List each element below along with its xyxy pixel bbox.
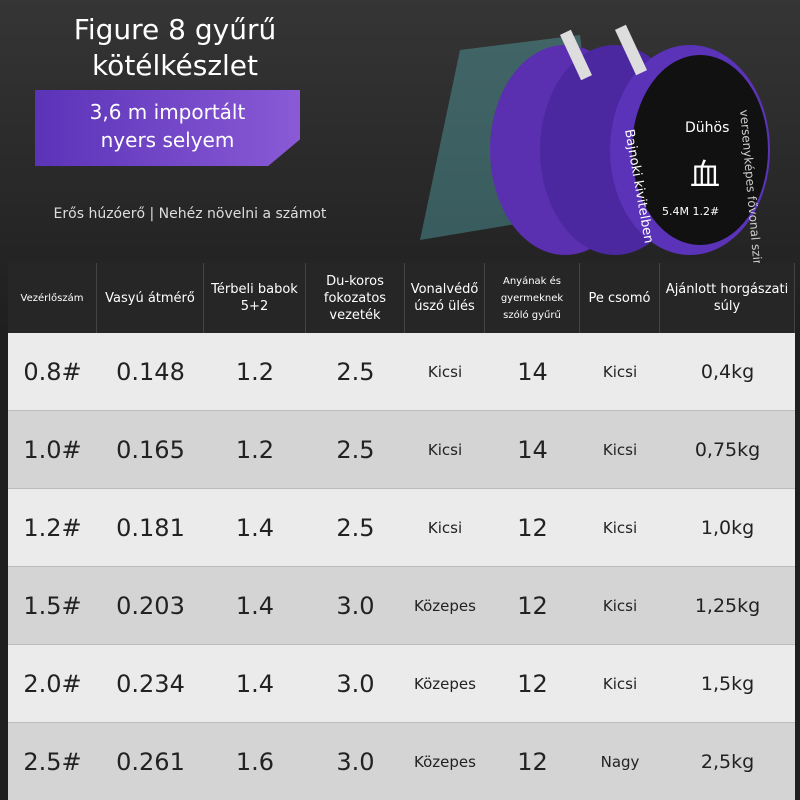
table-cell: 1,5kg [660, 645, 795, 723]
table-cell: 3.0 [306, 567, 405, 645]
column-header: Du-koros fokozatos vezeték [306, 263, 405, 333]
product-text: 5.4M 1.2# [662, 205, 719, 218]
column-header: Vonalvédő úszó ülés [405, 263, 485, 333]
table-cell: 2.5 [306, 411, 405, 489]
table-cell: Kicsi [580, 411, 660, 489]
column-header: Vasyú átmérő [97, 263, 204, 333]
table-cell: 0.148 [97, 333, 204, 411]
clip [614, 24, 648, 76]
subtitle: Erős húzóerő | Nehéz növelni a számot [53, 206, 327, 222]
table-cell: Kicsi [405, 411, 485, 489]
table-cell: 14 [485, 333, 580, 411]
table-cell: 1.4 [204, 489, 306, 567]
table-cell: 2.5 [306, 489, 405, 567]
table-cell: 0.203 [97, 567, 204, 645]
column-header: Térbeli babok 5+2 [204, 263, 306, 333]
table: Vezérlőszám Vasyú átmérő Térbeli babok 5+2… [8, 263, 795, 800]
table-cell: 1.6 [204, 723, 306, 800]
title-line: kötélkészlet [91, 49, 259, 82]
product-text: Dühös [685, 120, 729, 136]
table-cell: 3.0 [306, 645, 405, 723]
table-cell: 2.0# [8, 645, 97, 723]
table-cell: Kicsi [580, 567, 660, 645]
product-image: Dühös Bajnoki kivitelben versenyképes fő… [420, 24, 770, 265]
badge-line: nyers selyem [100, 128, 235, 152]
table-cell: 2,5kg [660, 723, 795, 800]
table-cell: 1.2 [204, 333, 306, 411]
table-cell: 0.234 [97, 645, 204, 723]
table-cell: 12 [485, 645, 580, 723]
table-cell: 2.5 [306, 333, 405, 411]
badge-line: 3,6 m importált [89, 100, 246, 124]
table-cell: Nagy [580, 723, 660, 800]
table-cell: Közepes [405, 567, 485, 645]
table-cell: 3.0 [306, 723, 405, 800]
table-cell: Közepes [405, 645, 485, 723]
table-cell: Közepes [405, 723, 485, 800]
table-cell: 0.261 [97, 723, 204, 800]
column-header: Anyának és gyermeknek szóló gyűrű [485, 263, 580, 333]
table-cell: 12 [485, 567, 580, 645]
table-cell: 1.4 [204, 645, 306, 723]
column-header: Vezérlőszám [8, 263, 97, 333]
table-cell: 1,25kg [660, 567, 795, 645]
table-cell: 0.165 [97, 411, 204, 489]
badge: 3,6 m importált nyers selyem [35, 90, 300, 166]
spool-label [632, 55, 768, 245]
table-cell: 0,75kg [660, 411, 795, 489]
product-text: 血 [690, 158, 720, 193]
table-cell: 12 [485, 723, 580, 800]
table-cell: Kicsi [405, 333, 485, 411]
table-cell: Kicsi [405, 489, 485, 567]
table-cell: 1.5# [8, 567, 97, 645]
table-cell: 2.5# [8, 723, 97, 800]
title-line: Figure 8 gyűrű [73, 13, 277, 46]
table-cell: 0,4kg [660, 333, 795, 411]
table-cell: 14 [485, 411, 580, 489]
table-cell: 1.2# [8, 489, 97, 567]
table-cell: 1.0# [8, 411, 97, 489]
column-header: Pe csomó [580, 263, 660, 333]
table-cell: 1,0kg [660, 489, 795, 567]
table-cell: 12 [485, 489, 580, 567]
table-cell: Kicsi [580, 333, 660, 411]
table-cell: 0.8# [8, 333, 97, 411]
title: Figure 8 gyűrű kötélkészlet [20, 12, 330, 84]
table-cell: Kicsi [580, 645, 660, 723]
column-header: Ajánlott horgászati súly [660, 263, 795, 333]
clip [559, 29, 593, 81]
table-cell: Kicsi [580, 489, 660, 567]
table-cell: 1.2 [204, 411, 306, 489]
table-cell: 0.181 [97, 489, 204, 567]
table-cell: 1.4 [204, 567, 306, 645]
